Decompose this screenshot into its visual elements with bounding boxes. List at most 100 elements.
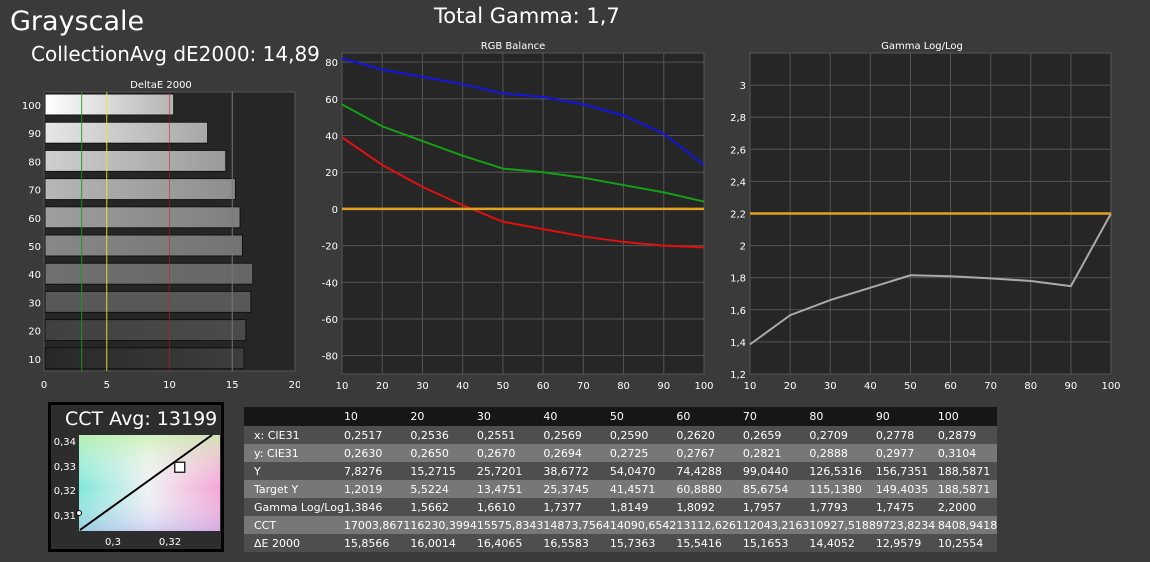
table-cell: 0,2590	[609, 426, 677, 444]
rgb-x-tick: 50	[497, 381, 510, 392]
table-cell: 149,4035	[875, 480, 938, 498]
table-cell: 16,4065	[476, 534, 544, 552]
deltae-cat-label: 70	[28, 186, 41, 197]
rgb-y-tick: -60	[322, 315, 338, 326]
cct-white-point	[76, 510, 82, 516]
table-cell: 14873,7564	[543, 516, 610, 534]
deltae-bar-70	[44, 178, 236, 201]
deltae-cat-label: 50	[28, 242, 41, 253]
table-cell: 15,1653	[742, 534, 810, 552]
gm-x-tick: 60	[944, 381, 957, 392]
table-cell: 17003,8671	[343, 516, 411, 534]
table-cell: 0,2767	[676, 444, 743, 462]
table-row: y: CIE31 0,2630 0,2650 0,2670 0,2694 0,2725 0,…	[244, 444, 998, 462]
gm-x-tick: 30	[824, 381, 837, 392]
gm-y-tick: 2	[740, 242, 746, 253]
deltae-cat-label: 80	[28, 157, 41, 168]
gm-x-tick: 50	[904, 381, 917, 392]
gamma-chart-title: Gamma Log/Log	[881, 41, 963, 52]
table-cell: 14,4052	[809, 534, 876, 552]
table-cell: 0,2517	[343, 426, 411, 444]
deltae-bar-10	[44, 347, 245, 370]
table-header-row: 10 20 30 40 50 60 70 80 90 100	[244, 407, 998, 426]
table-col-header: 100	[937, 407, 998, 426]
deltae-bar-80	[44, 149, 227, 172]
deltae-chart-title: DeltaE 2000	[130, 80, 192, 91]
rgb-y-tick: -40	[322, 278, 338, 289]
deltae-cat-label: 90	[28, 129, 41, 140]
deltae-bar-50	[44, 234, 243, 257]
table-row-label: Target Y	[244, 480, 344, 498]
table-cell: 2,2000	[937, 498, 998, 516]
table-row: ΔE 2000 15,8566 16,0014 16,4065 16,5583 15,73…	[244, 534, 998, 552]
rgb-x-tick: 70	[577, 381, 590, 392]
table-cell: 1,3846	[343, 498, 411, 516]
table-cell: 1,8149	[609, 498, 677, 516]
table-cell: 1,7793	[809, 498, 876, 516]
table-cell: 15,8566	[343, 534, 411, 552]
table-col-header: 80	[809, 407, 876, 426]
table-cell: 156,7351	[875, 462, 938, 480]
rgb-x-tick: 90	[657, 381, 670, 392]
table-row-label: CCT	[244, 516, 344, 534]
gm-x-tick: 80	[1024, 381, 1037, 392]
rgb-x-tick: 80	[617, 381, 630, 392]
table-cell: 0,2725	[609, 444, 677, 462]
table-cell: 25,7201	[476, 462, 544, 480]
rgb-y-tick: 0	[332, 205, 338, 216]
table-cell: 99,0440	[742, 462, 810, 480]
collection-avg-label: CollectionAvg dE2000: 14,89	[31, 42, 320, 66]
gm-x-tick: 100	[1101, 381, 1120, 392]
deltae-cat-label: 100	[22, 101, 41, 112]
table-cell: 0,2670	[476, 444, 544, 462]
rgb-plot-area	[341, 52, 705, 375]
deltae-x-tick: 20	[289, 380, 300, 391]
planckian-locus	[79, 434, 213, 531]
rgb-x-tick: 60	[537, 381, 550, 392]
table-cell: 85,6754	[742, 480, 810, 498]
deltae-cat-label: 40	[28, 270, 41, 281]
table-cell: 188,5871	[937, 462, 998, 480]
gm-x-tick: 20	[784, 381, 797, 392]
table-cell: 0,2778	[875, 426, 938, 444]
rgb-y-tick: 20	[325, 168, 338, 179]
table-cell: 15,2715	[410, 462, 477, 480]
table-cell: 1,2019	[343, 480, 411, 498]
table-cell: 0,2694	[543, 444, 610, 462]
table-cell: 0,2630	[343, 444, 411, 462]
table-row: x: CIE31 0,2517 0,2536 0,2551 0,2569 0,2590 0,…	[244, 426, 998, 444]
table-cell: 126,5316	[809, 462, 876, 480]
table-cell: 12,9579	[875, 534, 938, 552]
cct-y-tick: 0,33	[54, 462, 76, 473]
table-cell: 54,0470	[609, 462, 677, 480]
table-cell: 0,2879	[937, 426, 998, 444]
rgb-series-blue	[341, 57, 705, 166]
table-col-header: 70	[742, 407, 810, 426]
cct-marker	[174, 461, 186, 473]
table-cell: 15575,8343	[476, 516, 544, 534]
table-cell: 16230,3994	[410, 516, 477, 534]
table-cell: 5,5224	[410, 480, 477, 498]
cct-x-tick: 0,3	[105, 537, 121, 548]
table-row-label: Gamma Log/Log	[244, 498, 344, 516]
deltae-cat-label: 30	[28, 298, 41, 309]
table-cell: 188,5871	[937, 480, 998, 498]
rgb-y-tick: 60	[325, 95, 338, 106]
deltae-bar-20	[44, 319, 247, 342]
deltae-x-tick: 15	[226, 380, 239, 391]
cct-y-tick: 0,31	[54, 511, 76, 522]
table-cell: 0,2569	[543, 426, 610, 444]
table-cell: 25,3745	[543, 480, 610, 498]
rgb-series-red	[341, 136, 705, 249]
gm-y-tick: 2,8	[730, 113, 746, 124]
table-cell: 1,8092	[676, 498, 743, 516]
deltae-bar-90	[44, 121, 209, 144]
rgb-balance-title: RGB Balance	[481, 41, 546, 52]
table-cell: 0,3104	[937, 444, 998, 462]
table-cell: 115,1380	[809, 480, 876, 498]
cct-avg-label: CCT Avg: 13199	[65, 408, 218, 430]
table-cell: 41,4571	[609, 480, 677, 498]
table-cell: 1,5662	[410, 498, 477, 516]
gm-x-tick: 10	[744, 381, 757, 392]
table-corner	[244, 407, 344, 426]
